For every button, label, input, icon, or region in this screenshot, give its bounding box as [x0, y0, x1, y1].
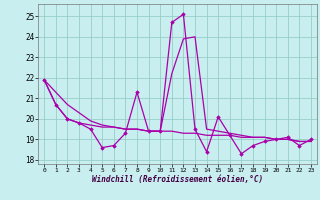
X-axis label: Windchill (Refroidissement éolien,°C): Windchill (Refroidissement éolien,°C)	[92, 175, 263, 184]
